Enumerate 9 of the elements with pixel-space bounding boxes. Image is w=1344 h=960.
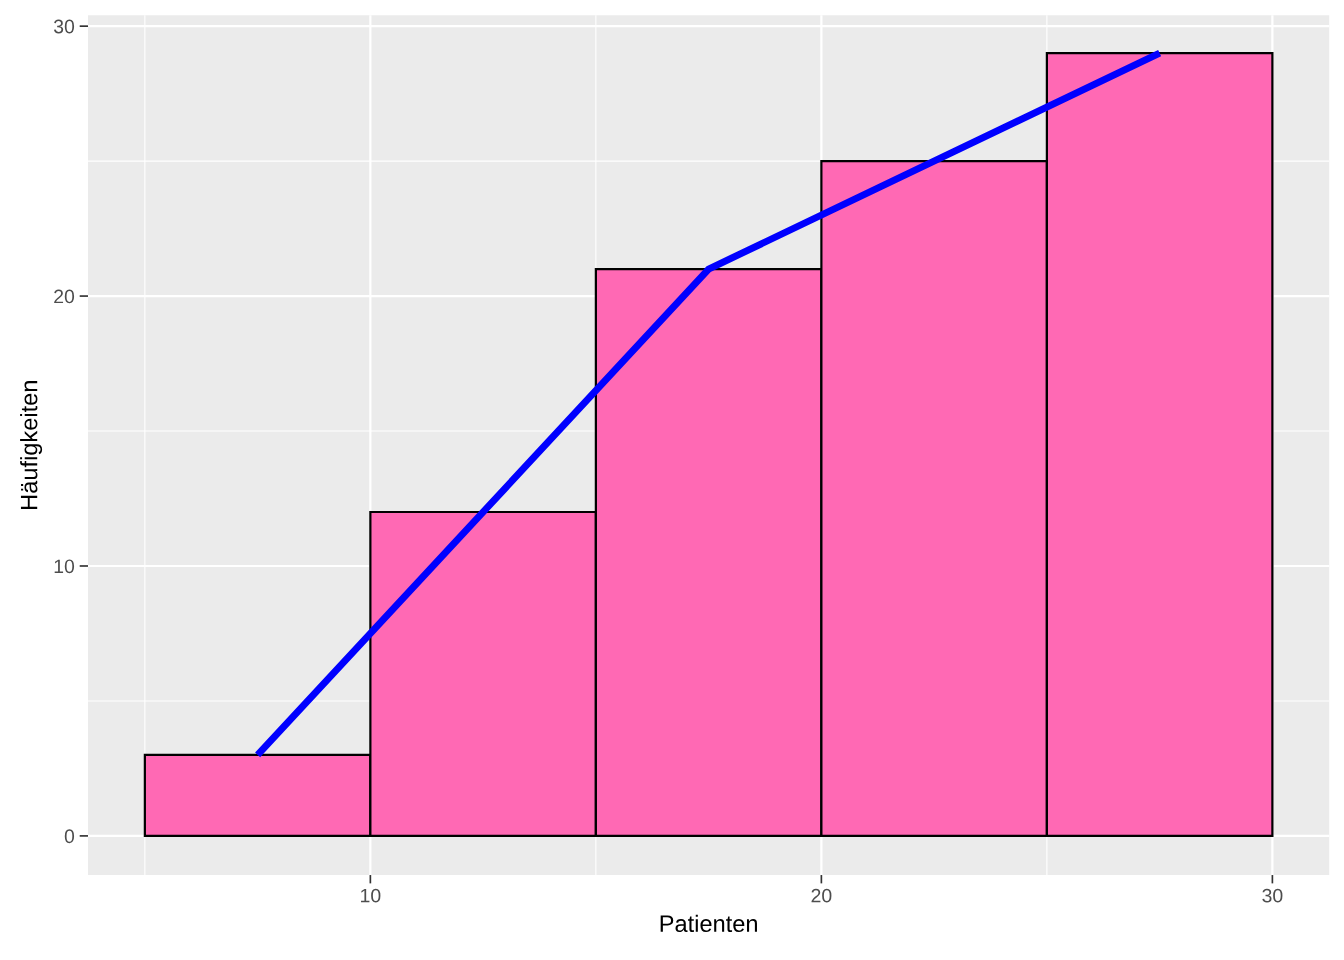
y-tick-label: 0 xyxy=(64,829,75,844)
x-tick-label: 10 xyxy=(361,888,381,903)
x-tick-label: 20 xyxy=(811,888,832,903)
y-tick-label: 20 xyxy=(54,289,75,304)
y-tick-label: 10 xyxy=(54,559,75,574)
x-tick-label: 30 xyxy=(1262,888,1283,903)
x-axis-title: Patienten xyxy=(660,914,757,933)
y-axis-title: Häufigkeiten xyxy=(20,381,43,509)
y-tick-label: 30 xyxy=(53,19,75,34)
